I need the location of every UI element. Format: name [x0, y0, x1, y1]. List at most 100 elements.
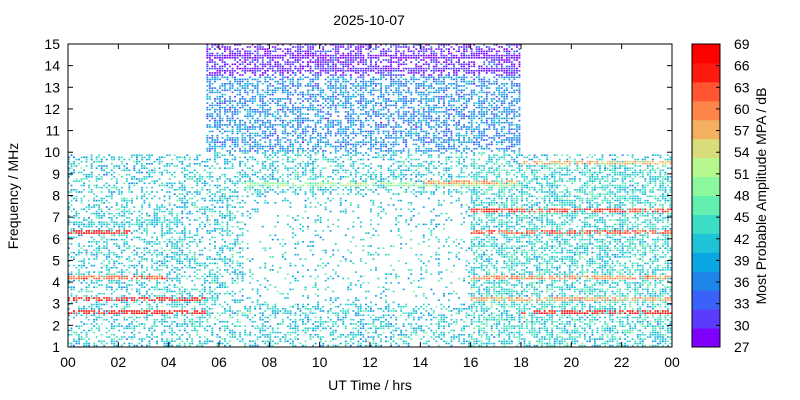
heatmap-cell — [148, 176, 151, 178]
heatmap-cell — [75, 340, 78, 343]
heatmap-cell — [206, 126, 209, 128]
heatmap-cell — [244, 108, 247, 111]
heatmap-cell — [156, 269, 158, 271]
heatmap-cell — [113, 221, 116, 224]
heatmap-cell — [294, 169, 297, 172]
heatmap-cell — [201, 342, 204, 345]
heatmap-cell — [309, 102, 312, 104]
heatmap-cell — [110, 221, 113, 224]
heatmap-cell — [221, 57, 224, 59]
heatmap-cell — [309, 156, 312, 159]
heatmap-cell — [208, 61, 211, 63]
heatmap-cell — [146, 310, 148, 312]
heatmap-cell — [163, 344, 166, 347]
heatmap-cell — [256, 85, 259, 87]
heatmap-cell — [314, 152, 317, 154]
heatmap-cell — [141, 266, 143, 269]
heatmap-cell — [224, 57, 226, 59]
heatmap-cell — [85, 275, 88, 278]
heatmap-cell — [208, 137, 211, 139]
heatmap-cell — [309, 191, 312, 193]
heatmap-cell — [88, 338, 90, 340]
heatmap-cell — [249, 54, 252, 57]
heatmap-cell — [251, 100, 254, 102]
heatmap-cell — [229, 217, 231, 219]
heatmap-cell — [312, 137, 314, 139]
heatmap-cell — [156, 158, 158, 161]
heatmap-cell — [83, 208, 85, 211]
heatmap-cell — [226, 286, 229, 288]
heatmap-cell — [208, 83, 211, 85]
heatmap-cell — [214, 72, 216, 74]
heatmap-cell — [312, 323, 314, 325]
heatmap-cell — [234, 124, 236, 126]
heatmap-cell — [143, 241, 146, 243]
heatmap-cell — [309, 163, 312, 165]
heatmap-cell — [251, 158, 254, 161]
heatmap-cell — [163, 312, 166, 314]
heatmap-cell — [276, 160, 279, 163]
heatmap-cell — [161, 323, 163, 325]
heatmap-cell — [281, 108, 284, 111]
heatmap-cell — [317, 189, 319, 191]
heatmap-cell — [128, 245, 131, 247]
heatmap-cell — [151, 197, 153, 200]
heatmap-cell — [196, 230, 199, 232]
heatmap-cell — [229, 316, 231, 319]
heatmap-cell — [297, 50, 299, 53]
heatmap-cell — [206, 314, 209, 317]
heatmap-cell — [105, 223, 108, 226]
heatmap-cell — [264, 321, 267, 323]
heatmap-cell — [214, 297, 216, 299]
heatmap-cell — [130, 260, 133, 262]
heatmap-cell — [322, 310, 325, 312]
heatmap-cell — [302, 95, 304, 98]
heatmap-cell — [158, 158, 161, 161]
heatmap-cell — [214, 67, 216, 70]
heatmap-cell — [95, 247, 98, 249]
heatmap-cell — [176, 243, 179, 245]
heatmap-cell — [307, 316, 309, 319]
heatmap-cell — [276, 186, 279, 189]
heatmap-cell — [327, 321, 330, 323]
heatmap-cell — [299, 223, 302, 226]
heatmap-cell — [166, 191, 169, 193]
heatmap-cell — [133, 184, 136, 187]
heatmap-cell — [251, 301, 254, 304]
heatmap-cell — [196, 219, 199, 221]
heatmap-cell — [183, 264, 186, 267]
heatmap-cell — [294, 89, 297, 92]
heatmap-cell — [166, 277, 169, 280]
heatmap-cell — [123, 158, 126, 161]
heatmap-cell — [266, 182, 269, 185]
heatmap-cell — [75, 221, 78, 224]
heatmap-cell — [236, 44, 239, 46]
heatmap-cell — [284, 199, 287, 202]
heatmap-cell — [133, 318, 136, 321]
heatmap-cell — [266, 134, 269, 137]
heatmap-cell — [234, 273, 236, 275]
heatmap-cell — [95, 249, 98, 252]
heatmap-cell — [254, 158, 257, 161]
heatmap-cell — [327, 72, 330, 74]
heatmap-cell — [226, 139, 229, 141]
heatmap-cell — [239, 83, 241, 85]
heatmap-cell — [118, 323, 121, 325]
heatmap-cell — [161, 262, 163, 265]
heatmap-cell — [93, 253, 96, 256]
heatmap-cell — [188, 212, 191, 215]
heatmap-cell — [276, 102, 279, 104]
heatmap-cell — [93, 264, 96, 267]
heatmap-cell — [289, 318, 292, 321]
heatmap-cell — [125, 234, 128, 237]
heatmap-cell — [286, 312, 289, 314]
heatmap-cell — [151, 305, 153, 308]
heatmap-cell — [186, 338, 189, 340]
heatmap-cell — [75, 189, 78, 191]
heatmap-cell — [319, 217, 322, 219]
heatmap-cell — [208, 184, 211, 187]
heatmap-cell — [312, 89, 314, 92]
heatmap-cell — [85, 165, 88, 167]
heatmap-cell — [138, 262, 141, 265]
heatmap-cell — [188, 176, 191, 178]
